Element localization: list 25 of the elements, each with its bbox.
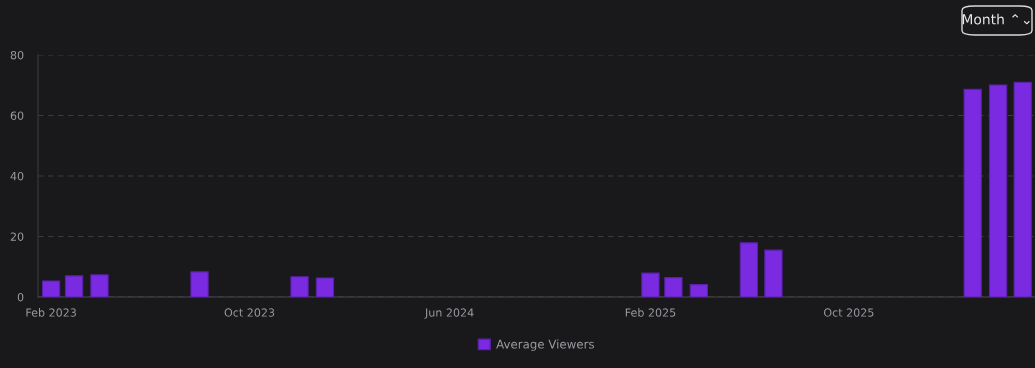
x-tick-label: Oct 2025 [824, 308, 874, 317]
bar [764, 249, 783, 297]
bar [41, 280, 61, 297]
y-tick-label: 20 [10, 232, 24, 241]
bar [190, 271, 209, 297]
x-tick-label: Feb 2025 [625, 308, 676, 317]
bar [64, 275, 84, 297]
bar [689, 284, 709, 297]
bar [739, 242, 759, 297]
bar [664, 277, 683, 297]
bar [90, 274, 109, 297]
x-tick-label: Oct 2023 [224, 308, 275, 317]
bar [315, 277, 335, 297]
x-tick-label: Feb 2023 [26, 308, 76, 317]
y-tick-label: 60 [10, 111, 24, 120]
y-tick-label: 80 [10, 50, 24, 60]
bar [290, 276, 309, 297]
y-tick-label: 0 [17, 292, 24, 302]
bar [988, 84, 1008, 297]
legend-label: Average Viewers [496, 339, 595, 351]
bar [641, 272, 660, 297]
y-tick-label: 40 [10, 171, 24, 181]
bar [963, 88, 982, 297]
bar [1013, 81, 1032, 297]
x-tick-label: Jun 2024 [424, 308, 474, 319]
